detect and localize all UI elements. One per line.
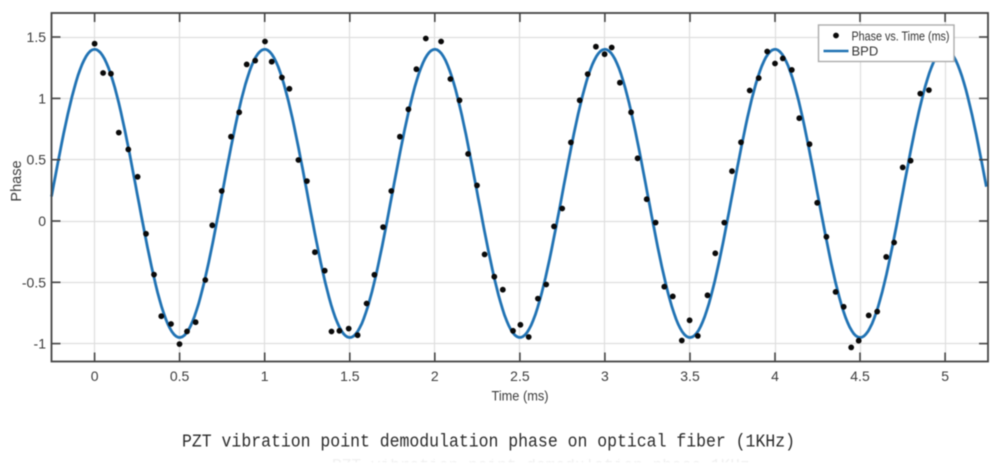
svg-text:0.5: 0.5 <box>27 152 47 168</box>
svg-text:PZT vibration point demodulati: PZT vibration point demodulation phase o… <box>182 432 795 452</box>
svg-text:4: 4 <box>771 368 779 384</box>
svg-text:0: 0 <box>38 213 46 229</box>
svg-text:BPD: BPD <box>852 44 879 59</box>
svg-text:1.5: 1.5 <box>340 368 360 384</box>
svg-text:0: 0 <box>91 368 99 384</box>
svg-text:PZT vibration point demodulati: PZT vibration point demodulation phase 1… <box>332 457 750 467</box>
svg-text:5: 5 <box>941 368 949 384</box>
svg-text:1: 1 <box>38 90 46 106</box>
svg-text:Phase vs. Time (ms): Phase vs. Time (ms) <box>852 28 950 43</box>
svg-text:4.5: 4.5 <box>850 368 870 384</box>
svg-text:0.5: 0.5 <box>170 368 190 384</box>
svg-text:1.5: 1.5 <box>27 29 47 45</box>
svg-text:Phase: Phase <box>9 160 25 201</box>
svg-text:-1: -1 <box>34 336 47 352</box>
svg-text:1: 1 <box>261 368 269 384</box>
svg-text:3.5: 3.5 <box>680 368 700 384</box>
svg-text:2: 2 <box>431 368 439 384</box>
svg-text:2.5: 2.5 <box>510 368 530 384</box>
svg-text:Time (ms): Time (ms) <box>492 388 549 404</box>
svg-text:3: 3 <box>601 368 609 384</box>
svg-text:-0.5: -0.5 <box>22 274 46 290</box>
